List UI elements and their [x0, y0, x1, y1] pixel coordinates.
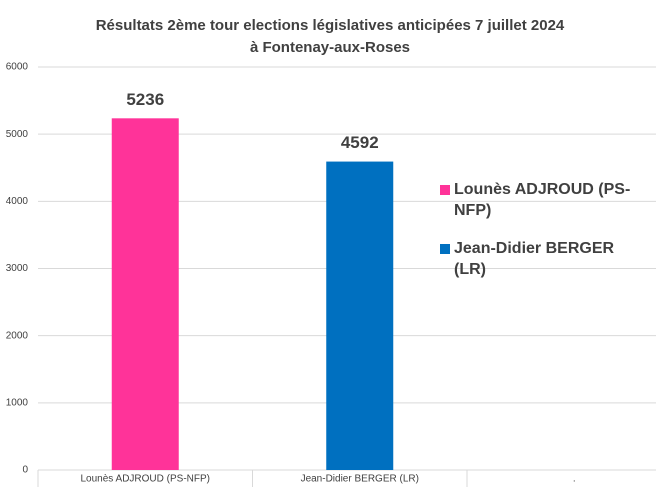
chart-title: à Fontenay-aux-Roses: [250, 39, 410, 56]
bar: [111, 118, 179, 470]
legend-label: Jean-Didier BERGER (LR): [454, 240, 615, 278]
value-label: 5236: [126, 90, 164, 109]
y-tick-label: 2000: [6, 330, 29, 341]
y-tick-label: 6000: [6, 62, 29, 73]
legend-label: Lounès ADJROUD (PS-NFP): [454, 181, 631, 219]
legend-item: Jean-Didier BERGER (LR): [440, 238, 640, 280]
value-label: 4592: [341, 133, 379, 152]
y-tick-label: 1000: [6, 397, 29, 408]
x-tick-label: .: [573, 474, 576, 485]
y-tick-label: 3000: [6, 263, 29, 274]
legend-swatch: [440, 244, 450, 254]
bar: [326, 161, 394, 470]
y-tick-label: 0: [22, 465, 28, 476]
chart-title: Résultats 2ème tour elections législativ…: [96, 17, 565, 34]
x-tick-label: Jean-Didier BERGER (LR): [301, 474, 419, 485]
legend-item: Lounès ADJROUD (PS-NFP): [440, 179, 640, 221]
y-tick-label: 4000: [6, 196, 29, 207]
legend-swatch: [440, 185, 450, 195]
y-tick-label: 5000: [6, 129, 29, 140]
x-tick-label: Lounès ADJROUD (PS-NFP): [81, 474, 210, 485]
